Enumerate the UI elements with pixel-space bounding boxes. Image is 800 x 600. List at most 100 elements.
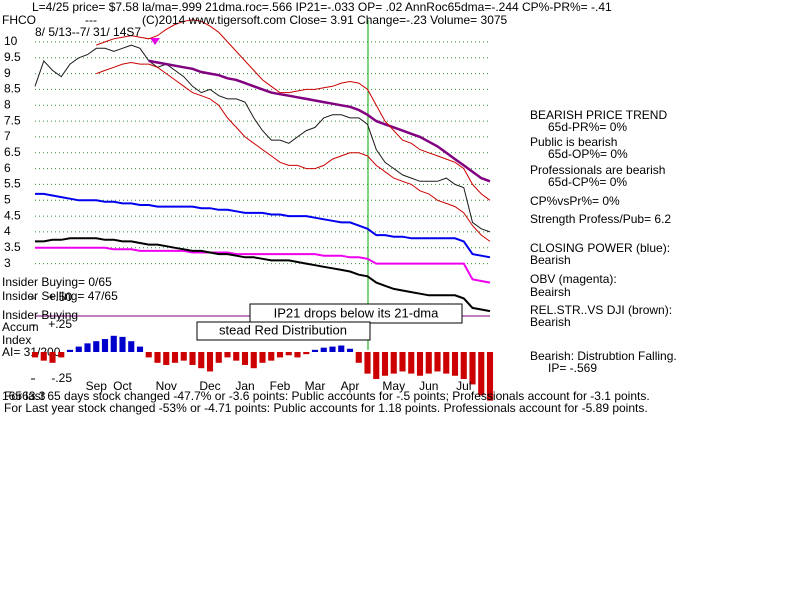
y-tick-label: 6.5 bbox=[4, 145, 21, 159]
y-tick-label: 5 bbox=[4, 192, 11, 206]
bar bbox=[416, 352, 424, 376]
bar bbox=[215, 352, 222, 363]
series-line bbox=[96, 61, 491, 242]
panel-label: Index bbox=[2, 333, 31, 347]
y-tick-label: 10 bbox=[4, 34, 18, 48]
series-line bbox=[96, 19, 491, 201]
bar bbox=[241, 352, 249, 365]
annotation: IP21 drops below its 21-dma bbox=[274, 305, 440, 320]
bar bbox=[180, 352, 187, 361]
bar bbox=[49, 352, 56, 363]
header-line: (C)2014 www.tigersoft.com Close= 3.91 Ch… bbox=[142, 13, 508, 27]
bar bbox=[58, 352, 65, 358]
x-tick-label: Dec bbox=[199, 379, 220, 393]
bar bbox=[478, 352, 485, 396]
header-dashes: --- bbox=[85, 13, 97, 27]
panel-text: Bearish bbox=[530, 315, 571, 329]
bar bbox=[128, 341, 135, 352]
panel-text: IP= -.569 bbox=[548, 361, 597, 375]
bar bbox=[443, 352, 450, 374]
panel-text: REL.STR..VS DJI (brown): bbox=[530, 303, 672, 317]
y-tick-label: 8.5 bbox=[4, 82, 21, 96]
bar bbox=[329, 346, 336, 352]
bar bbox=[189, 352, 196, 365]
bar bbox=[320, 347, 327, 352]
bar bbox=[460, 352, 467, 379]
series-line bbox=[35, 237, 491, 313]
bar bbox=[250, 352, 257, 369]
panel-text: Professionals are bearish bbox=[530, 163, 665, 177]
panel-text: BEARISH PRICE TREND bbox=[530, 108, 667, 122]
y-tick-label: 8 bbox=[4, 97, 11, 111]
bar bbox=[390, 352, 397, 374]
footer-line: For last 65 days stock changed -47.7% or… bbox=[4, 389, 650, 403]
x-tick-label: Jun bbox=[419, 379, 438, 393]
y-tick-label: 7 bbox=[4, 129, 11, 143]
panel-text: 65d-CP%= 0% bbox=[548, 175, 627, 189]
bar bbox=[171, 352, 179, 363]
x-tick-label: Apr bbox=[341, 379, 360, 393]
y-tick-label: 4.5 bbox=[4, 208, 21, 222]
bar bbox=[93, 341, 100, 352]
bar bbox=[66, 349, 74, 352]
bar bbox=[355, 352, 362, 363]
bar bbox=[399, 352, 406, 372]
x-tick-label: Jul bbox=[456, 379, 471, 393]
bar bbox=[486, 352, 494, 401]
bar bbox=[294, 352, 301, 358]
y-tick-label: 5.5 bbox=[4, 177, 21, 191]
y-tick-label: 9 bbox=[4, 66, 11, 80]
bar bbox=[154, 352, 161, 363]
panel-text: Bearish bbox=[530, 253, 571, 267]
x-tick-label: Mar bbox=[305, 379, 326, 393]
x-tick-label: Feb bbox=[270, 379, 291, 393]
bar bbox=[268, 352, 275, 361]
y-tick-label: +.50 bbox=[48, 290, 72, 304]
bar bbox=[163, 352, 170, 365]
side-label: 16563.3 bbox=[2, 389, 46, 403]
panel-text: Bearish: Distrubtion Falling. bbox=[530, 349, 677, 363]
bar bbox=[119, 336, 126, 352]
y-tick-label: -.25 bbox=[51, 371, 72, 385]
bar bbox=[145, 352, 152, 358]
bar bbox=[285, 352, 292, 356]
bar bbox=[408, 352, 415, 374]
x-tick-label: Sep bbox=[86, 379, 108, 393]
panel-text: 65d-OP%= 0% bbox=[548, 147, 628, 161]
bar bbox=[451, 352, 459, 376]
series-line bbox=[34, 44, 491, 233]
bar bbox=[40, 352, 47, 361]
bar bbox=[84, 343, 91, 352]
side-label: Insider Buying= 0/65 bbox=[2, 275, 112, 289]
header-line: L=4/25 price= $7.58 la/ma=.999 21dma.roc… bbox=[32, 0, 612, 14]
bar bbox=[198, 352, 205, 369]
y-tick-label: +.25 bbox=[48, 317, 72, 331]
series-line bbox=[35, 246, 491, 284]
panel-text: Beairsh bbox=[530, 285, 571, 299]
panel-text: 65d-PR%= 0% bbox=[548, 120, 627, 134]
bar bbox=[364, 352, 371, 374]
bar bbox=[75, 346, 82, 352]
bar bbox=[373, 352, 380, 379]
y-tick-label: 9.5 bbox=[4, 50, 21, 64]
bar bbox=[434, 352, 441, 372]
bar bbox=[425, 352, 432, 374]
ticker: FHCO bbox=[2, 13, 36, 27]
annotation: stead Red Distribution bbox=[219, 322, 347, 337]
footer-line: For Last year stock changed -53% or -4.7… bbox=[4, 401, 648, 415]
bar bbox=[101, 339, 109, 352]
bar bbox=[224, 352, 231, 358]
bar bbox=[469, 352, 476, 385]
y-tick-label: 3.5 bbox=[4, 240, 21, 254]
y-tick-label: 3 bbox=[4, 256, 11, 270]
bar bbox=[303, 352, 310, 355]
side-label: Insider Buying bbox=[2, 308, 78, 322]
x-tick-label: Nov bbox=[156, 379, 177, 393]
x-tick-label: Jan bbox=[235, 379, 254, 393]
bar bbox=[346, 348, 354, 352]
bar bbox=[338, 345, 345, 352]
series-line bbox=[148, 59, 491, 183]
